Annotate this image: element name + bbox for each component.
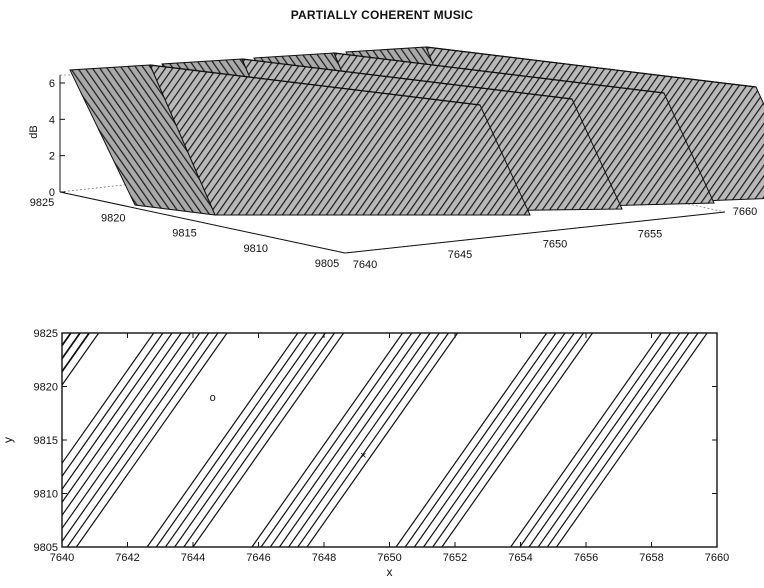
contour-line [537,333,690,547]
contour-line [62,333,173,491]
y-tick-label-3d: 9815 [172,228,196,240]
z-tick-label: 0 [49,187,55,199]
y-tick-label: 9820 [34,382,58,394]
y-tick-label: 9825 [34,328,58,340]
y-tick-label: 9810 [34,489,58,501]
contour-line [0,333,61,547]
contour-line [192,333,345,547]
contour-line [278,333,431,547]
x-tick-label: 7648 [312,552,336,564]
contour-line [62,333,81,361]
contour-line [413,333,566,547]
contour-line [260,333,413,547]
x-tick-label: 7658 [639,552,663,564]
contour-line [546,333,699,547]
contour-line [62,333,191,517]
contour-line [395,333,548,547]
y-axis-label: y [1,437,15,443]
ridge-crest [333,52,665,94]
surface-plot-3d: 0 2 4 6 dB 9825 9820 9815 9810 9805 7640 7645 7650 76… [28,46,764,271]
contour-line [269,333,422,547]
contour-line [62,333,201,530]
x-tick-label-3d: 7645 [448,249,472,261]
chart-title: PARTIALLY COHERENT MUSIC [290,8,474,22]
contour-line [174,333,326,547]
contour-line [62,333,100,387]
contour-line [306,333,459,547]
ridge-crest [425,46,757,88]
x-tick-label-3d: 7640 [353,259,377,271]
ridge-crest [149,64,481,106]
contour-line [62,333,90,373]
x-tick-label: 7644 [181,552,205,564]
marker-cross: × [360,450,366,462]
contour-line [146,333,299,547]
x-tick-label-3d: 7660 [733,206,757,218]
x-tick-label: 7652 [443,552,467,564]
x-tick-label-3d: 7655 [638,228,662,240]
y-tick-label-3d: 9805 [315,258,339,270]
contour-line [404,333,557,547]
x-axis-line-3d [344,211,726,254]
z-axis-label: dB [28,125,40,138]
contour-line [62,333,72,347]
x-tick-label: 7646 [246,552,270,564]
contour-line [62,333,164,478]
plot-frame [61,332,718,548]
surface-ridge-flank [69,64,216,216]
y-tick-label-3d: 9820 [101,212,125,224]
x-tick-label: 7640 [50,552,74,564]
contour-line [62,333,63,335]
y-axis-line-3d [59,191,346,254]
contour-line [62,333,155,465]
contour-line [75,333,228,547]
x-tick-label: 7656 [574,552,598,564]
contour-line [297,333,449,547]
contour-line [155,333,308,547]
x-tick-label: 7642 [115,552,139,564]
z-tick-label: 2 [49,151,55,163]
contour-line [62,333,81,360]
contour-line [519,333,671,547]
contour-line [251,333,404,547]
y-tick-label: 9805 [34,542,58,554]
contour-line [62,333,91,374]
x-tick-label-3d: 7650 [543,239,567,251]
z-tick-label: 6 [49,78,55,90]
contour-line [288,333,440,547]
y-tick-label-3d: 9825 [30,197,54,209]
contour-line [0,333,52,547]
contour-line [432,333,584,547]
marker-circle: o [210,392,216,404]
contour-lines [0,333,708,547]
contour-line [441,333,594,547]
contour-line [164,333,317,547]
y-tick-label-3d: 9810 [244,243,268,255]
x-axis-label: x [387,565,393,579]
contour-line [423,333,575,547]
contour-line [62,333,182,504]
x-tick-label: 7660 [705,552,729,564]
contour-line [528,333,681,547]
z-tick-label: 4 [49,114,55,126]
contour-line [510,333,662,547]
x-tick-label: 7654 [508,552,532,564]
ridge-crest [241,58,573,100]
contour-line [556,333,708,547]
contour-line [66,333,219,547]
contour-line [62,333,210,543]
contour-line [183,333,335,547]
y-tick-label: 9815 [34,435,58,447]
x-tick-label: 7650 [377,552,401,564]
contour-line [62,333,72,348]
